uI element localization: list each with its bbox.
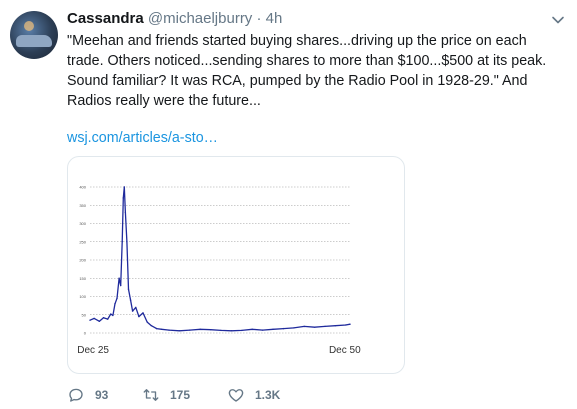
retweet-count: 175 [170, 388, 191, 402]
chart-point [324, 325, 326, 328]
chart-point [127, 288, 130, 290]
author-handle[interactable]: @michaeljburry [147, 10, 253, 27]
chevron-down-icon[interactable] [550, 12, 566, 28]
like-button[interactable]: 1.3K [227, 386, 280, 404]
chart-point [122, 197, 124, 199]
chart-y-tick-label: 100 [79, 294, 86, 299]
reply-count: 93 [95, 388, 109, 402]
chart-x-tick-label: Dec 25 [77, 345, 109, 356]
chart-point [146, 321, 148, 323]
chart-point [334, 325, 337, 327]
chart-point [114, 303, 116, 305]
chart-point [293, 327, 295, 329]
chart-point [135, 306, 137, 309]
rca-price-chart: 0 50 100 150 200 250 300 350 400 Dec 25 Dec 50 [77, 185, 361, 357]
chart-series-line [89, 186, 351, 332]
article-link[interactable]: wsj.com/articles/a-sto… [67, 130, 218, 146]
chart-points [89, 186, 351, 332]
chart-y-tick-label: 400 [79, 185, 86, 190]
chart-y-tick-label: 350 [79, 203, 86, 208]
chart-point [209, 329, 212, 331]
chart-point [178, 330, 181, 332]
chart-point [345, 324, 347, 326]
chart-point [155, 327, 158, 330]
chart-point [142, 312, 144, 314]
chart-point [121, 241, 123, 243]
chart-y-tick-label: 300 [79, 221, 86, 226]
avatar-highlight [24, 21, 34, 31]
timestamp[interactable]: 4h [265, 10, 283, 27]
chart-point [118, 277, 120, 279]
author-name[interactable]: Cassandra [67, 10, 144, 27]
reply-button[interactable]: 93 [67, 386, 108, 404]
retweet-icon [143, 389, 159, 401]
chart-point [129, 299, 132, 301]
chart-point [106, 318, 109, 320]
chart-point [123, 186, 126, 188]
chart-point [126, 241, 128, 243]
tweet-text: "Meehan and friends started buying share… [67, 33, 547, 109]
separator-dot: · [256, 10, 262, 27]
chart-point [102, 316, 105, 319]
chart-y-tick-label: 250 [79, 239, 86, 244]
chart-grid [90, 186, 350, 334]
chart-point [230, 330, 233, 332]
chart-point [98, 320, 101, 323]
chart-point [161, 328, 163, 331]
chart-point [220, 329, 222, 332]
avatar[interactable] [10, 11, 58, 59]
chart-point [168, 329, 170, 331]
chart-point [251, 328, 253, 331]
chart-point [261, 329, 264, 331]
chart-point [138, 315, 140, 318]
like-count: 1.3K [255, 388, 281, 402]
chart-point [116, 297, 118, 300]
chart-y-tick-label: 150 [79, 276, 86, 281]
chart-point [272, 328, 274, 331]
chart-point [150, 325, 153, 327]
chart-point [199, 328, 201, 331]
chart-point [110, 313, 112, 315]
chart-point [241, 329, 243, 332]
chart-point [93, 317, 95, 320]
chart-y-tick-label: 50 [82, 312, 87, 317]
chart-point [313, 326, 316, 328]
chart-point [119, 284, 122, 287]
chart-point [349, 323, 351, 325]
chart-point [303, 325, 305, 328]
retweet-button[interactable]: 175 [142, 386, 190, 404]
chart-point [282, 327, 285, 330]
reply-icon [69, 388, 83, 402]
chart-point [131, 310, 134, 312]
chart-y-tick-label: 0 [84, 331, 87, 336]
tweet-header: Cassandra @michaeljburry · 4h [67, 9, 282, 29]
chart-point [112, 314, 114, 317]
chart-point [89, 319, 91, 321]
media-chart-image[interactable]: 0 50 100 150 200 250 300 350 400 Dec 25 Dec 50 [67, 156, 405, 374]
heart-icon [228, 389, 244, 402]
chart-y-ticks: 0 50 100 150 200 250 300 350 400 [79, 185, 86, 336]
chart-point [124, 211, 127, 214]
avatar-car-shape [16, 35, 52, 47]
chart-y-tick-label: 200 [79, 258, 86, 263]
chart-point [189, 329, 191, 331]
chart-x-tick-label: Dec 50 [329, 345, 361, 356]
chart-x-labels: Dec 25 Dec 50 [77, 345, 361, 356]
